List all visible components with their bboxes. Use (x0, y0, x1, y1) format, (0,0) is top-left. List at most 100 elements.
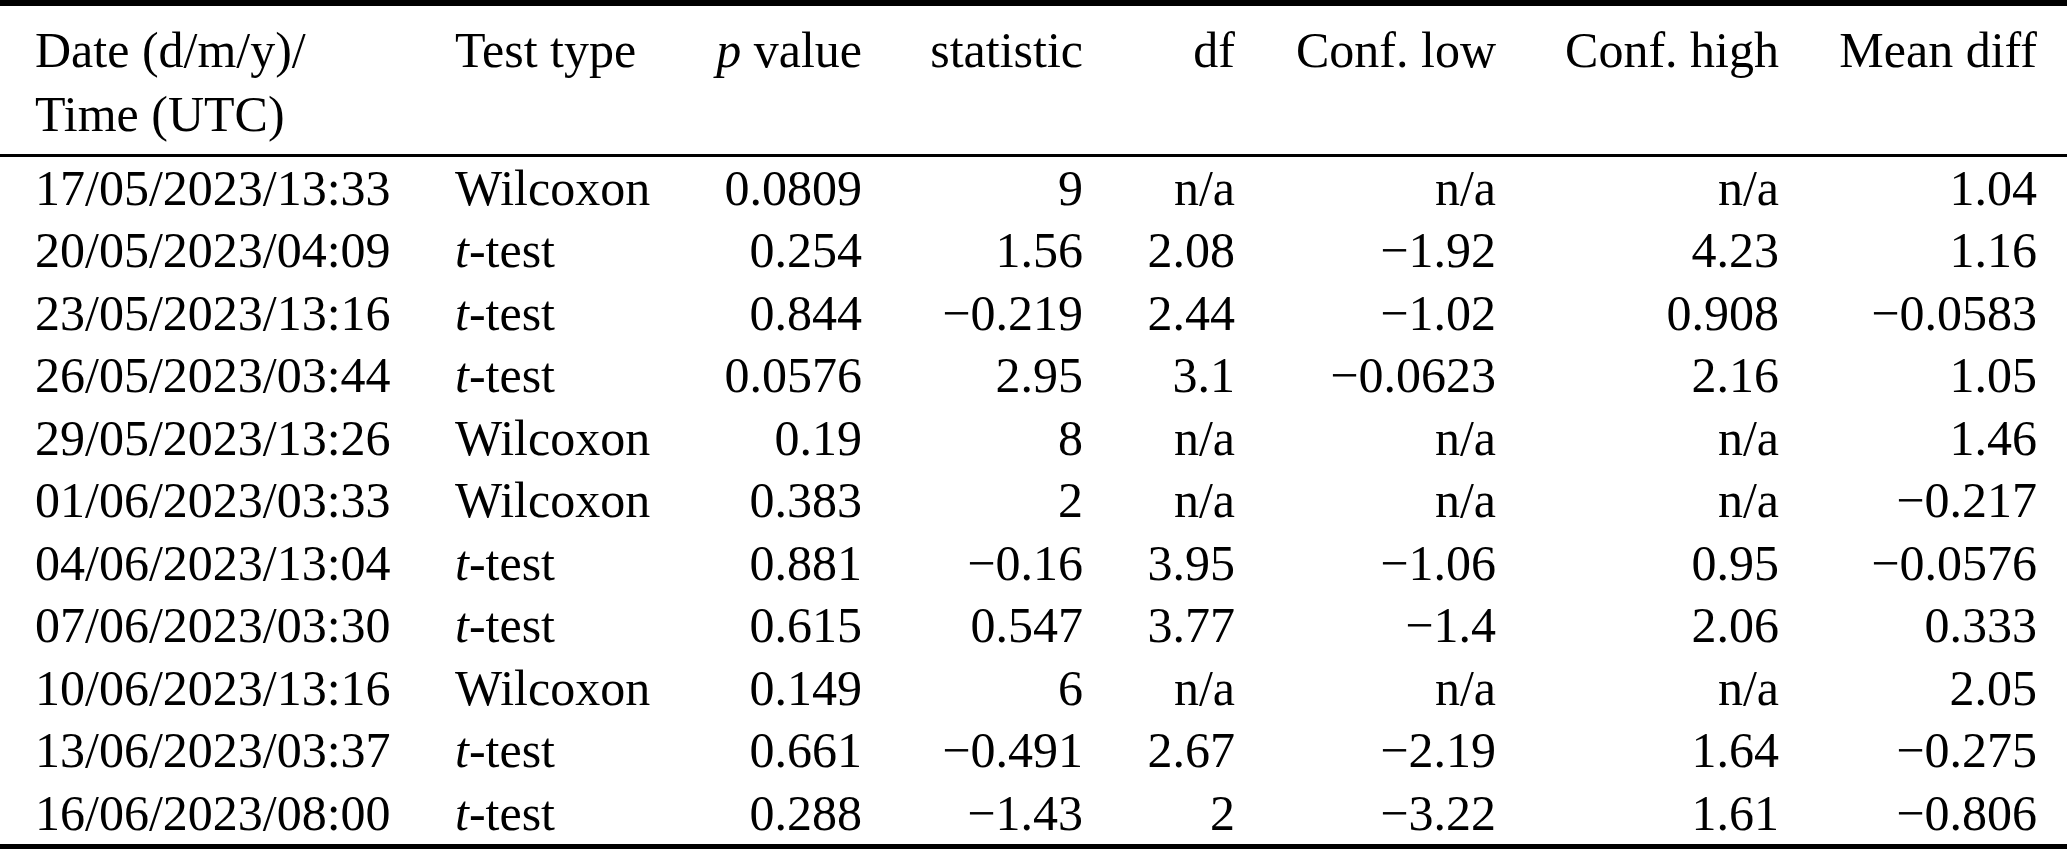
conf-low-cell: −0.0623 (1235, 344, 1496, 407)
p-value-cell: 0.0576 (670, 344, 862, 407)
test-type-cell: t-test (455, 282, 670, 345)
table-row: 23/05/2023/13:16 t-test 0.844 −0.219 2.4… (0, 282, 2067, 345)
table-row: 20/05/2023/04:09 t-test 0.254 1.56 2.08 … (0, 219, 2067, 282)
date-cell: 20/05/2023/04:09 (0, 219, 455, 282)
header-mean-diff: Mean diff (1779, 3, 2067, 155)
test-type-cell: Wilcoxon (455, 657, 670, 720)
df-cell: 2.08 (1083, 219, 1235, 282)
test-type-italic: t (455, 597, 469, 653)
date-cell: 26/05/2023/03:44 (0, 344, 455, 407)
table-row: 29/05/2023/13:26 Wilcoxon 0.19 8 n/a n/a… (0, 407, 2067, 470)
p-value-cell: 0.288 (670, 782, 862, 847)
header-conf-low: Conf. low (1235, 3, 1496, 155)
test-type-cell: Wilcoxon (455, 155, 670, 219)
df-cell: 2.44 (1083, 282, 1235, 345)
conf-high-cell: n/a (1496, 155, 1779, 219)
conf-low-cell: n/a (1235, 469, 1496, 532)
mean-diff-cell: 0.333 (1779, 594, 2067, 657)
test-type-rest: -test (469, 722, 555, 778)
date-cell: 16/06/2023/08:00 (0, 782, 455, 847)
date-cell: 23/05/2023/13:16 (0, 282, 455, 345)
p-value-cell: 0.0809 (670, 155, 862, 219)
statistic-cell: 6 (862, 657, 1083, 720)
statistic-cell: −0.491 (862, 719, 1083, 782)
test-type-rest: -test (469, 222, 555, 278)
conf-high-cell: 2.16 (1496, 344, 1779, 407)
conf-high-cell: n/a (1496, 469, 1779, 532)
date-cell: 10/06/2023/13:16 (0, 657, 455, 720)
date-cell: 04/06/2023/13:04 (0, 532, 455, 595)
conf-high-cell: 0.95 (1496, 532, 1779, 595)
test-type-cell: t-test (455, 219, 670, 282)
statistic-cell: 9 (862, 155, 1083, 219)
header-df: df (1083, 3, 1235, 155)
conf-low-cell: n/a (1235, 657, 1496, 720)
test-type-italic: t (455, 285, 469, 341)
test-type-rest: -test (469, 347, 555, 403)
header-row: Date (d/m/y)/ Time (UTC) Test type p val… (0, 3, 2067, 155)
header-date-line1: Date (d/m/y)/ (35, 18, 455, 82)
df-cell: n/a (1083, 657, 1235, 720)
test-type-cell: Wilcoxon (455, 407, 670, 470)
conf-low-cell: −1.06 (1235, 532, 1496, 595)
test-type-italic: t (455, 535, 469, 591)
test-type-cell: Wilcoxon (455, 469, 670, 532)
header-p-value-rest: value (741, 22, 862, 78)
p-value-cell: 0.881 (670, 532, 862, 595)
mean-diff-cell: −0.0576 (1779, 532, 2067, 595)
statistic-cell: −1.43 (862, 782, 1083, 847)
statistic-cell: 1.56 (862, 219, 1083, 282)
header-date-line2: Time (UTC) (35, 82, 455, 146)
date-cell: 13/06/2023/03:37 (0, 719, 455, 782)
test-type-rest: Wilcoxon (455, 410, 650, 466)
conf-high-cell: 1.61 (1496, 782, 1779, 847)
test-type-italic: t (455, 347, 469, 403)
df-cell: 3.77 (1083, 594, 1235, 657)
mean-diff-cell: −0.217 (1779, 469, 2067, 532)
conf-low-cell: n/a (1235, 155, 1496, 219)
p-value-cell: 0.661 (670, 719, 862, 782)
mean-diff-cell: −0.275 (1779, 719, 2067, 782)
date-cell: 17/05/2023/13:33 (0, 155, 455, 219)
mean-diff-cell: 1.16 (1779, 219, 2067, 282)
statistic-cell: −0.16 (862, 532, 1083, 595)
conf-high-cell: 4.23 (1496, 219, 1779, 282)
test-type-italic: t (455, 722, 469, 778)
test-type-cell: t-test (455, 532, 670, 595)
p-value-cell: 0.149 (670, 657, 862, 720)
p-value-cell: 0.254 (670, 219, 862, 282)
mean-diff-cell: −0.806 (1779, 782, 2067, 847)
test-type-cell: t-test (455, 782, 670, 847)
mean-diff-cell: −0.0583 (1779, 282, 2067, 345)
conf-low-cell: −3.22 (1235, 782, 1496, 847)
mean-diff-cell: 1.46 (1779, 407, 2067, 470)
table-row: 10/06/2023/13:16 Wilcoxon 0.149 6 n/a n/… (0, 657, 2067, 720)
table-row: 07/06/2023/03:30 t-test 0.615 0.547 3.77… (0, 594, 2067, 657)
table-row: 04/06/2023/13:04 t-test 0.881 −0.16 3.95… (0, 532, 2067, 595)
statistic-cell: 2.95 (862, 344, 1083, 407)
table-row: 26/05/2023/03:44 t-test 0.0576 2.95 3.1 … (0, 344, 2067, 407)
df-cell: n/a (1083, 469, 1235, 532)
conf-high-cell: n/a (1496, 407, 1779, 470)
table-row: 13/06/2023/03:37 t-test 0.661 −0.491 2.6… (0, 719, 2067, 782)
test-type-cell: t-test (455, 594, 670, 657)
header-date-time: Date (d/m/y)/ Time (UTC) (0, 3, 455, 155)
statistic-cell: 2 (862, 469, 1083, 532)
date-cell: 07/06/2023/03:30 (0, 594, 455, 657)
header-p-value: p value (670, 3, 862, 155)
test-type-rest: -test (469, 597, 555, 653)
conf-low-cell: −2.19 (1235, 719, 1496, 782)
conf-low-cell: n/a (1235, 407, 1496, 470)
conf-low-cell: −1.4 (1235, 594, 1496, 657)
table-row: 16/06/2023/08:00 t-test 0.288 −1.43 2 −3… (0, 782, 2067, 847)
test-type-rest: -test (469, 285, 555, 341)
date-cell: 01/06/2023/03:33 (0, 469, 455, 532)
df-cell: n/a (1083, 155, 1235, 219)
header-test-type: Test type (455, 3, 670, 155)
conf-low-cell: −1.02 (1235, 282, 1496, 345)
statistic-cell: −0.219 (862, 282, 1083, 345)
test-type-italic: t (455, 785, 469, 841)
table-body: 17/05/2023/13:33 Wilcoxon 0.0809 9 n/a n… (0, 155, 2067, 847)
df-cell: 3.1 (1083, 344, 1235, 407)
header-statistic: statistic (862, 3, 1083, 155)
